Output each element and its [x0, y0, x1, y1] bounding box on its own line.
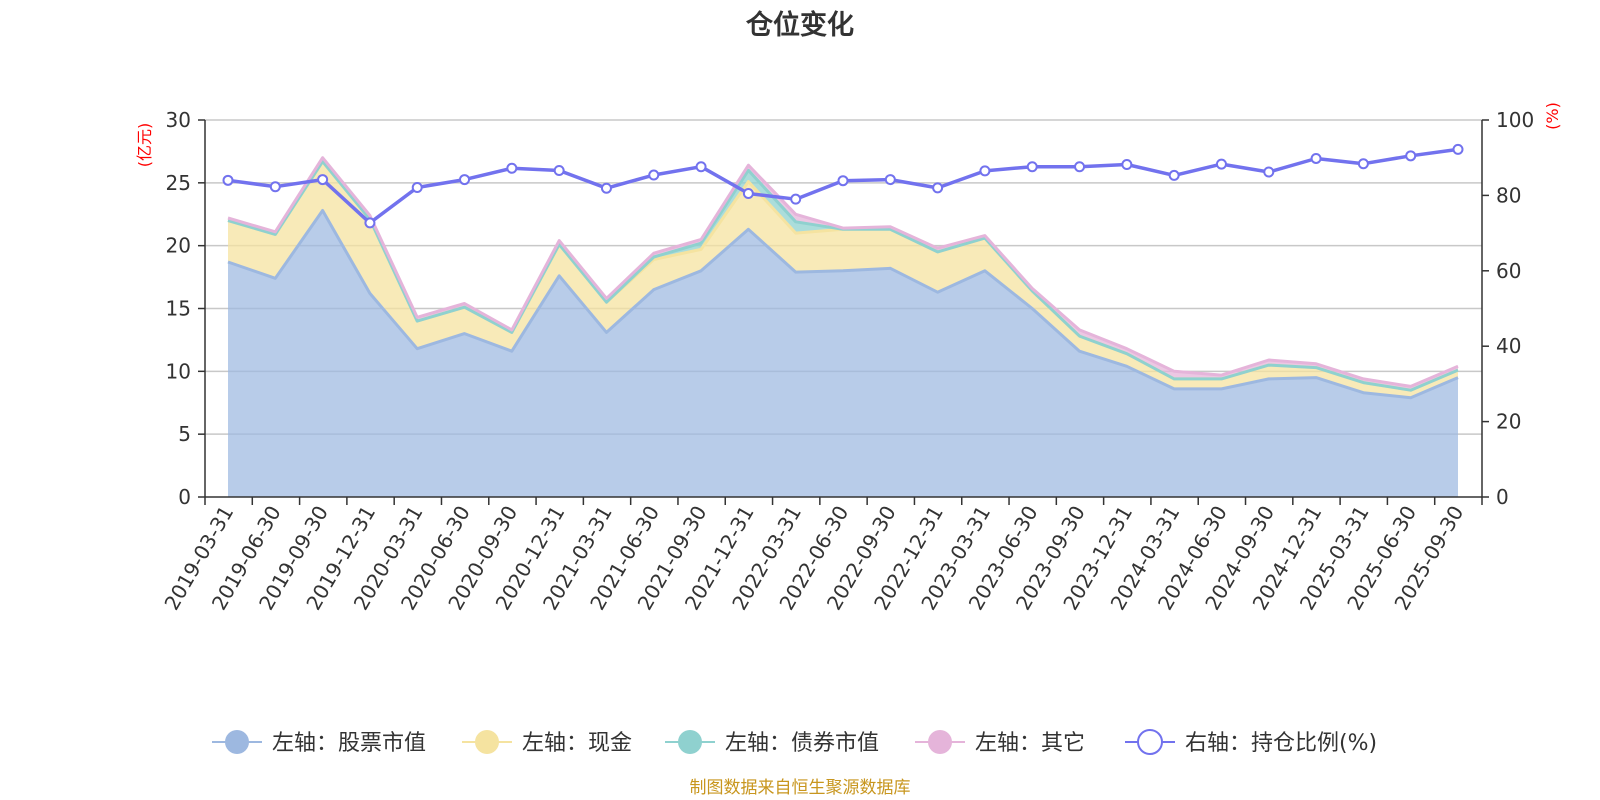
ratio-point: [553, 165, 565, 177]
right-axis-unit: (%): [1543, 102, 1562, 130]
ratio-point: [459, 174, 471, 186]
right-tick-label: 0: [1496, 485, 1509, 509]
ratio-point: [364, 217, 376, 229]
legend-label: 左轴：其它: [975, 731, 1085, 756]
right-tick-label: 60: [1496, 259, 1521, 283]
legend-label: 右轴：持仓比例(%): [1185, 731, 1377, 756]
line-series: [222, 143, 1464, 229]
ratio-point: [837, 175, 849, 187]
ratio-point: [1357, 158, 1369, 170]
left-tick-label: 5: [178, 422, 191, 446]
ratio-point: [1405, 150, 1417, 162]
right-tick-label: 20: [1496, 410, 1521, 434]
ratio-point: [269, 181, 281, 193]
chart-title: 仓位变化: [745, 9, 854, 41]
ratio-point: [1452, 143, 1464, 155]
left-axis-unit: (亿元): [135, 123, 154, 168]
ratio-point: [979, 165, 991, 177]
ratio-point: [222, 174, 234, 186]
ratio-point: [1263, 166, 1275, 178]
right-tick-label: 80: [1496, 183, 1521, 207]
ratio-point: [648, 169, 660, 181]
legend-label: 左轴：股票市值: [272, 731, 426, 756]
ratio-point: [742, 188, 754, 200]
area-edge-1: [227, 209, 1459, 400]
ratio-point: [317, 174, 329, 186]
source-note: 制图数据来自恒生聚源数据库: [690, 778, 911, 798]
ratio-point: [1121, 158, 1133, 170]
ratio-point: [790, 193, 802, 205]
ratio-point: [1310, 152, 1322, 164]
ratio-point: [600, 182, 612, 194]
legend-marker: [678, 730, 702, 754]
ratio-point: [1074, 161, 1086, 173]
legend-marker: [1137, 729, 1163, 755]
left-tick-label: 10: [166, 359, 191, 383]
legend-label: 左轴：债券市值: [725, 731, 879, 756]
area-band-1: [228, 210, 1458, 497]
ratio-point: [1168, 169, 1180, 181]
legend-marker: [928, 730, 952, 754]
right-tick-label: 100: [1496, 108, 1534, 132]
legend-marker: [225, 730, 249, 754]
right-tick-label: 40: [1496, 334, 1521, 358]
ratio-point: [884, 174, 896, 186]
area-edge-4: [227, 156, 1459, 388]
area-series: [227, 156, 1459, 497]
legend-marker: [475, 730, 499, 754]
ratio-point: [695, 161, 707, 173]
ratio-point: [506, 162, 518, 174]
ratio-point: [932, 182, 944, 194]
left-tick-label: 25: [166, 171, 191, 195]
legend: 左轴：股票市值 左轴：现金 左轴：债券市值 左轴：其它 右轴：持仓比例(%): [212, 729, 1377, 756]
left-tick-label: 30: [166, 108, 191, 132]
left-tick-label: 20: [166, 234, 191, 258]
ratio-point: [1215, 158, 1227, 170]
legend-label: 左轴：现金: [522, 731, 632, 756]
left-tick-label: 15: [166, 297, 191, 321]
left-tick-label: 0: [178, 485, 191, 509]
ratio-point: [411, 181, 423, 193]
ratio-point: [1026, 161, 1038, 173]
